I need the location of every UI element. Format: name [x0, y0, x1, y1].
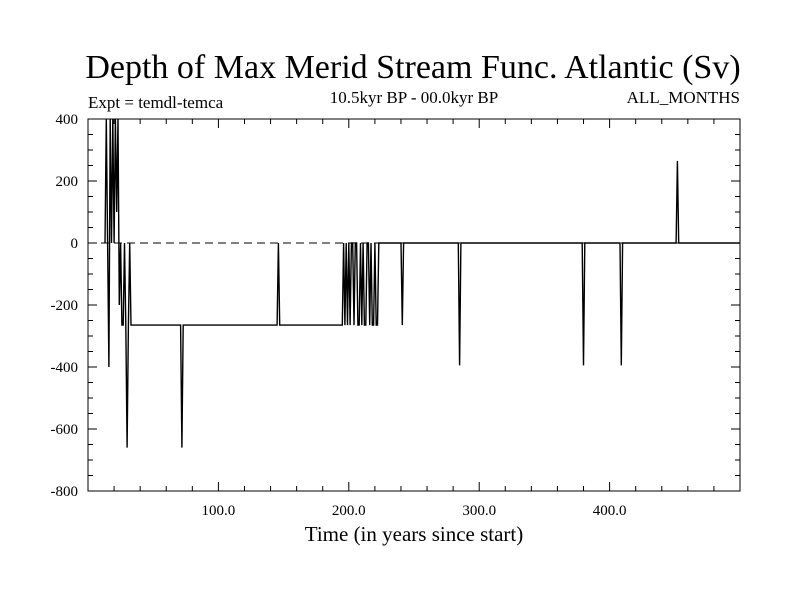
y-tick-label: 0 [71, 236, 79, 252]
y-tick-label: -400 [51, 360, 79, 376]
experiment-label: Expt = temdl-temca [88, 93, 224, 112]
y-tick-label: -200 [51, 298, 79, 314]
x-axis-label: Time (in years since start) [305, 522, 524, 546]
plot-frame [87, 118, 741, 492]
chart-title: Depth of Max Merid Stream Func. Atlantic… [85, 49, 740, 86]
y-tick-label: -600 [51, 422, 79, 438]
y-tick-label: 400 [56, 112, 79, 128]
series-line [104, 118, 740, 448]
x-tick-label: 100.0 [202, 503, 236, 519]
months-label: ALL_MONTHS [627, 88, 740, 107]
y-tick-label: -800 [51, 484, 79, 500]
x-tick-label: 400.0 [593, 503, 627, 519]
time-range-label: 10.5kyr BP - 00.0kyr BP [330, 88, 498, 107]
axes: 400 200 0 -200 -400 -600 -800 100.0 200.0 300.0 40… [51, 112, 740, 519]
x-tick-label: 200.0 [332, 503, 366, 519]
x-tick-label: 300.0 [462, 503, 496, 519]
y-tick-label: 200 [56, 174, 79, 190]
